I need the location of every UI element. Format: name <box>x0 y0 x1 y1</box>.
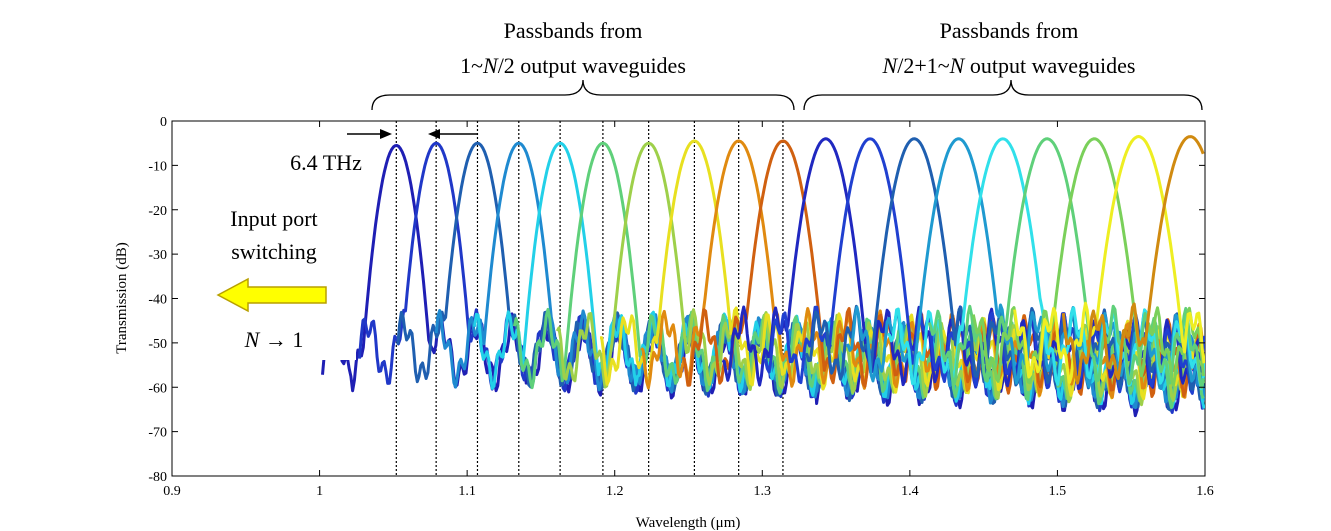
switch-arrow-icon <box>216 277 327 313</box>
spacing-label-bg <box>274 148 378 176</box>
group2-text-n1: N <box>882 53 899 78</box>
y-tick-label: -70 <box>148 426 167 441</box>
group2-text-b: /2+1~ <box>897 53 950 78</box>
switch-annotation-bg <box>196 200 356 360</box>
switch-label-line1: Input port <box>230 206 317 231</box>
spacing-label: 6.4 THz <box>290 150 362 175</box>
switch-label-line2: switching <box>231 239 317 264</box>
series-line <box>1061 135 1205 385</box>
x-tick-label: 1.2 <box>606 484 624 499</box>
y-tick-label: -60 <box>148 381 167 396</box>
group2-title-line1: Passbands from <box>940 18 1079 43</box>
curves <box>321 135 1205 418</box>
y-tick-label: -20 <box>148 204 167 219</box>
x-tick-label: 1.6 <box>1196 484 1214 499</box>
group2-text-d: output waveguides <box>964 53 1135 78</box>
dotted-lines <box>395 121 784 476</box>
group1-text-a: 1~ <box>460 53 483 78</box>
x-tick-label: 0.9 <box>163 484 181 499</box>
switch-direction-label: N → 1 <box>244 327 304 352</box>
y-tick-label: 0 <box>160 115 167 130</box>
series-line <box>555 141 1205 407</box>
ticks: 0.9 1 1.1 1.2 1.3 1.4 1.5 1.6 0 -10 -20 -30 -40 -50 -6… <box>148 115 1213 499</box>
series-line <box>927 137 1205 390</box>
y-axis-label: Transmission (dB) <box>114 242 130 354</box>
y-tick-label: -30 <box>148 248 167 263</box>
y-tick-label: -10 <box>148 159 167 174</box>
group1-title-line1: Passbands from <box>504 18 643 43</box>
y-tick-label: -80 <box>148 470 167 485</box>
switch-direction-rest: → 1 <box>259 327 303 352</box>
x-tick-label: 1 <box>316 484 323 499</box>
group1-brace <box>371 79 795 111</box>
series-line <box>1013 135 1205 384</box>
group1-text-n: N <box>482 53 499 78</box>
y-tick-label: -40 <box>148 293 167 308</box>
x-tick-label: 1.5 <box>1049 484 1067 499</box>
x-tick-label: 1.3 <box>754 484 772 499</box>
x-tick-label: 1.1 <box>458 484 476 499</box>
group2-brace <box>803 79 1203 111</box>
group2-title-line2: N/2+1~N output waveguides <box>882 53 1136 78</box>
x-axis-label: Wavelength (μm) <box>636 515 741 531</box>
group1-title-line2: 1~N/2 output waveguides <box>460 53 686 78</box>
series-line <box>971 137 1205 387</box>
spacing-marker <box>347 129 478 139</box>
group1-text-c: /2 output waveguides <box>498 53 686 78</box>
group2-text-n2: N <box>949 53 966 78</box>
switch-direction-n: N <box>244 327 261 352</box>
x-tick-label: 1.4 <box>901 484 919 499</box>
y-tick-label: -50 <box>148 337 167 352</box>
